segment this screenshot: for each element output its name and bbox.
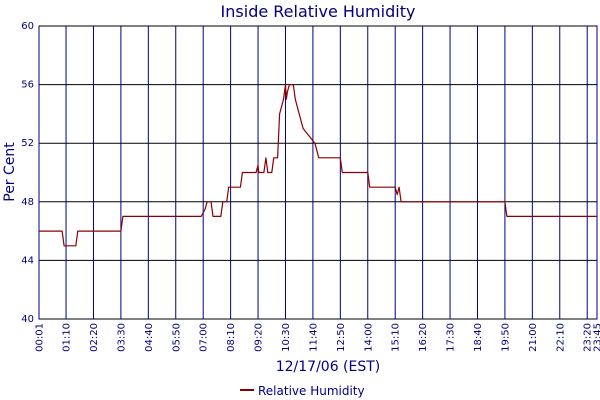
y-tick-label: 56 (21, 80, 34, 91)
x-tick-label: 10:30 (281, 323, 292, 352)
x-tick-label: 23:20 (583, 323, 594, 352)
y-tick-labels: 40 44 48 52 56 60 (21, 21, 34, 325)
y-tick-label: 60 (21, 21, 34, 32)
x-tick-label: 08:10 (226, 323, 237, 352)
x-tick-label: 21:00 (528, 323, 539, 352)
series-layer (39, 83, 597, 247)
chart-title: Inside Relative Humidity (221, 2, 416, 21)
y-axis-label: Per Cent (2, 142, 18, 202)
y-tick-label: 44 (21, 255, 34, 266)
grid-layer (38, 25, 598, 320)
x-tick-label: 15:10 (391, 323, 402, 352)
series-line-0 (39, 83, 597, 247)
y-tick-label: 48 (21, 197, 34, 208)
x-tick-label: 05:50 (171, 323, 182, 352)
legend-label-relative-humidity: Relative Humidity (258, 384, 365, 398)
x-tick-label: 14:00 (363, 323, 374, 352)
y-tick-label: 52 (21, 138, 34, 149)
plot-area (38, 25, 598, 320)
x-tick-label: 22:10 (555, 323, 566, 352)
x-tick-label: 09:20 (254, 323, 265, 352)
x-tick-label: 07:00 (199, 323, 210, 352)
x-tick-label: 17:30 (446, 323, 457, 352)
x-tick-label: 19:50 (500, 323, 511, 352)
x-tick-label: 12:50 (336, 323, 347, 352)
x-tick-label: 02:20 (89, 323, 100, 352)
x-tick-label: 16:20 (418, 323, 429, 352)
x-tick-labels: 00:01 01:10 02:20 03:30 04:40 05:50 07:00 08:10… (35, 323, 600, 352)
x-tick-label: 01:10 (62, 323, 73, 352)
x-tick-label: 23:45 (593, 323, 600, 352)
x-tick-label: 04:40 (144, 323, 155, 352)
x-tick-label: 00:01 (35, 323, 46, 352)
x-tick-label: 03:30 (116, 323, 127, 352)
x-axis-label: 12/17/06 (EST) (276, 359, 381, 375)
legend: Relative Humidity (240, 384, 365, 398)
x-tick-label: 18:40 (473, 323, 484, 352)
x-tick-label: 11:40 (308, 323, 319, 352)
y-tick-label: 40 (21, 314, 34, 325)
